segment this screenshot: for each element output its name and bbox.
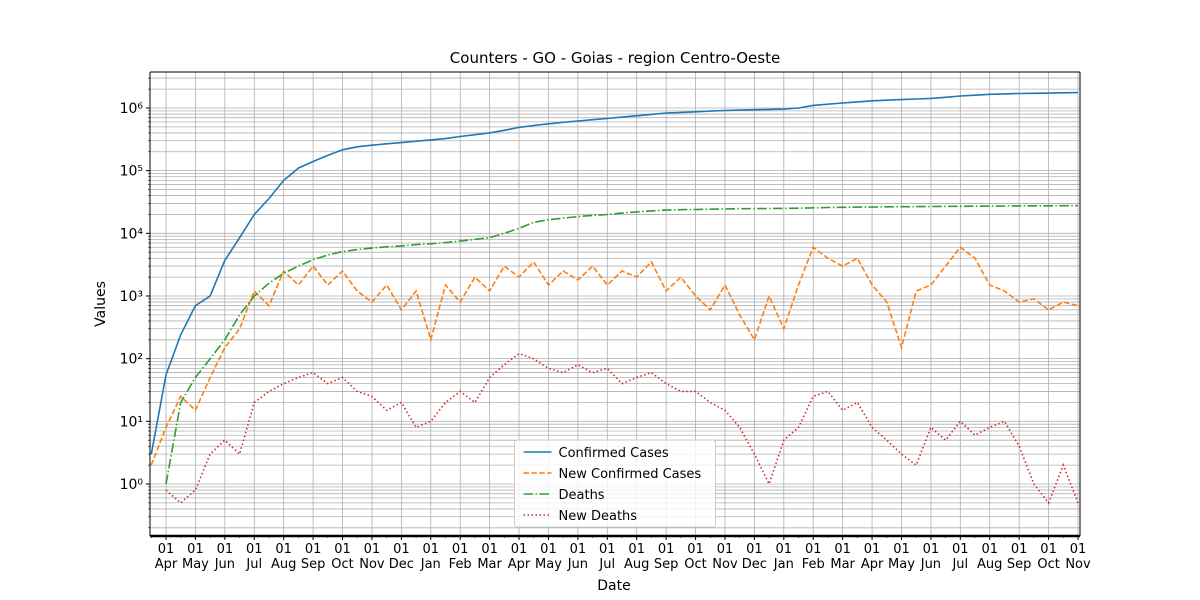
y-tick-label: 10⁰ [120,477,144,493]
x-tick-label: 01 May [888,542,915,572]
chart-title: Counters - GO - Goias - region Centro-Oe… [450,49,780,67]
x-tick-label: 01 Mar [477,542,502,572]
x-tick-label: 01 Jun [920,542,942,572]
y-axis-label: Values [93,281,109,327]
x-tick-label: 01 May [181,542,209,572]
x-tick-label: 01 Dec [388,542,414,572]
x-tick-label: 01 Sep [300,542,326,572]
x-tick-label: 01 Aug [977,542,1003,572]
x-tick-label: 01 Dec [741,542,767,572]
x-tick-label: 01 Apr [860,542,884,572]
series-line [165,204,1078,485]
x-tick-label: 01 Jun [567,542,589,572]
x-tick-label: 01 Mar [830,542,855,572]
x-tick-label: 01 Oct [1037,542,1060,572]
x-tick-label: 01 Sep [1006,542,1032,572]
x-tick-label: 01 Oct [331,542,354,572]
y-tick-label: 10² [120,352,143,368]
legend-box [514,439,716,528]
legend-label: New Confirmed Cases [559,467,702,482]
x-tick-label: 01 Apr [154,542,178,572]
legend-label: Deaths [559,488,605,503]
y-tick-label: 10⁵ [120,164,143,180]
x-tick-label: 01 Nov [359,542,385,572]
x-tick-label: 01 Feb [448,542,472,572]
plot-area [150,91,1079,505]
x-tick-label: 01 Jul [245,542,263,572]
x-tick-label: 01 Sep [653,542,679,572]
x-tick-label: 01 Jul [952,542,969,572]
x-tick-label: 01 May [535,542,562,572]
x-tick-label: 01 Aug [624,542,650,572]
series-line [165,352,1079,505]
y-tick-label: 10³ [120,289,143,305]
x-tick-label: 01 Jun [214,542,235,572]
x-tick-label: 01 Nov [1065,542,1091,572]
x-tick-label: 01 Jan [420,542,441,572]
x-tick-label: 01 Aug [270,542,297,572]
legend-label: Confirmed Cases [559,446,669,461]
legend-label: New Deaths [559,509,638,524]
series-line [150,245,1079,466]
x-tick-label: 01 Oct [684,542,707,572]
series-line [150,91,1079,455]
x-tick-label: 01 Apr [507,542,531,572]
x-tick-label: 01 Jan [773,542,794,572]
x-tick-label: 01 Jul [599,542,616,572]
x-tick-label: 01 Nov [712,542,738,572]
x-tick-label: 01 Feb [801,542,825,572]
y-tick-label: 10⁴ [120,226,144,242]
y-tick-label: 10⁶ [120,101,144,117]
y-tick-label: 10¹ [120,414,143,430]
x-axis-label: Date [597,578,630,594]
